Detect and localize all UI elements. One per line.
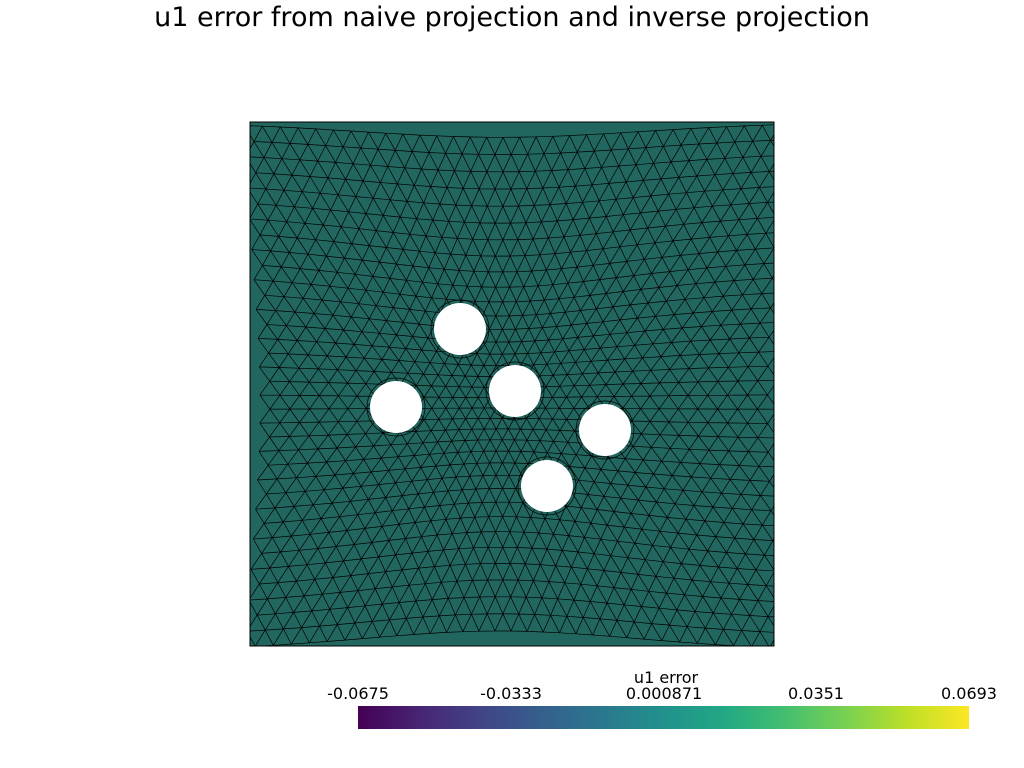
colorbar-tick-1: -0.0333	[480, 684, 542, 703]
hole-ring-edge	[517, 456, 577, 516]
mesh-border	[249, 121, 775, 647]
colorbar-tick-2: 0.000871	[625, 684, 703, 703]
colorbar	[358, 706, 969, 729]
colorbar-tick-3: 0.0351	[788, 684, 844, 703]
mesh-edge-path	[250, 124, 774, 646]
hole-ring-edge	[366, 377, 426, 437]
hole-ring-edge	[430, 299, 490, 359]
colorbar-title: u1 error	[633, 668, 699, 687]
hole-ring-edge	[485, 361, 545, 421]
hole-top	[434, 303, 486, 355]
hole-center	[489, 365, 541, 417]
colorbar-tick-4: 0.0693	[941, 684, 997, 703]
hole-ring-edge	[575, 400, 635, 460]
mesh-edges	[250, 124, 774, 646]
hole-bottom	[521, 460, 573, 512]
colorbar-tick-0: -0.0675	[327, 684, 389, 703]
plot-title: u1 error from naive projection and inver…	[154, 2, 870, 33]
hole-left	[370, 381, 422, 433]
hole-right	[579, 404, 631, 456]
holes	[370, 303, 631, 512]
